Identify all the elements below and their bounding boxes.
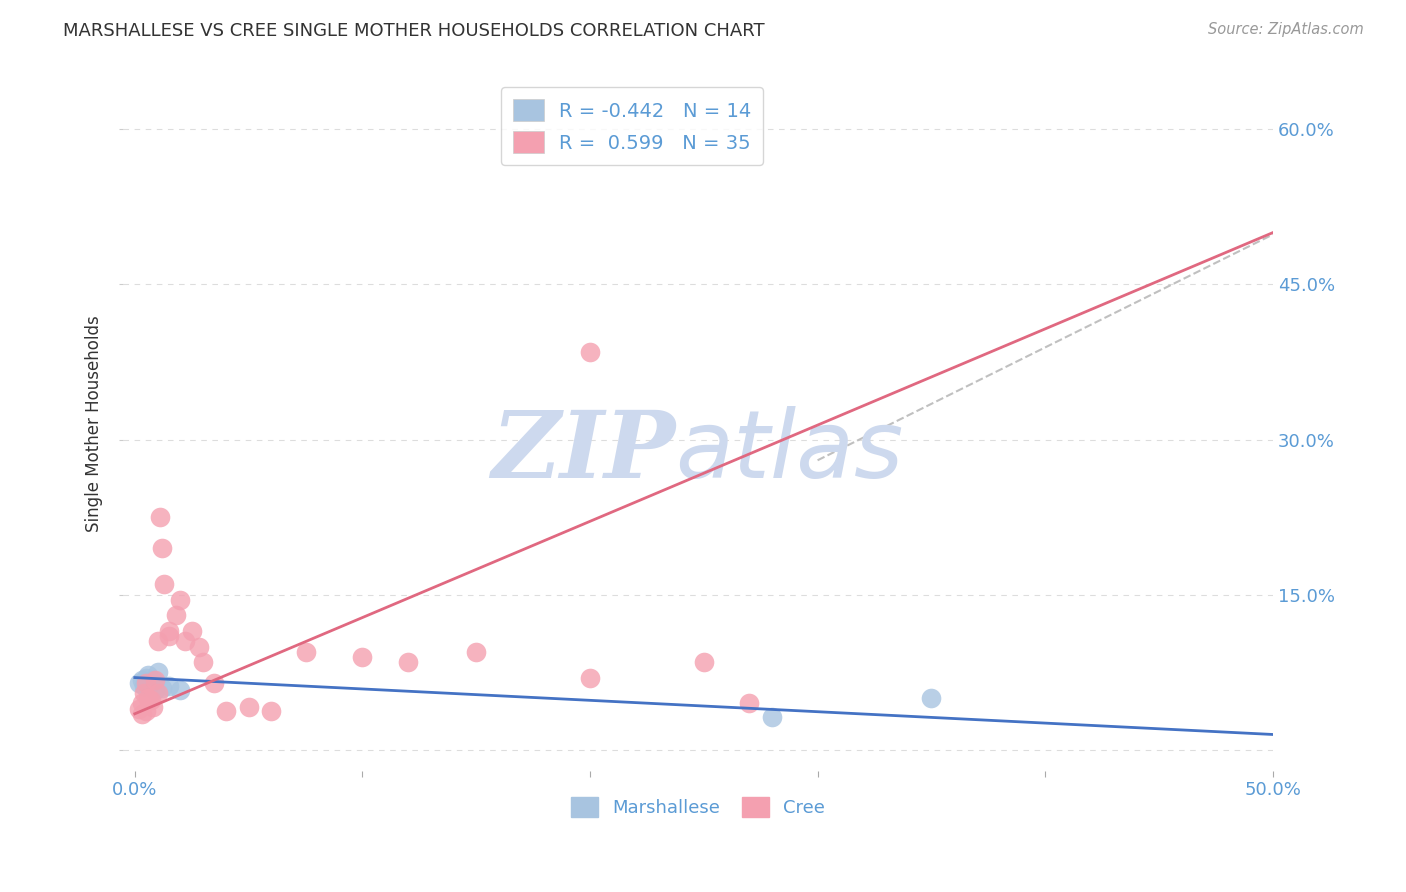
Point — [465, 645, 488, 659]
Point — [138, 691, 160, 706]
Point — [579, 344, 602, 359]
Point — [920, 691, 942, 706]
Point — [146, 665, 169, 680]
Point — [352, 649, 374, 664]
Point — [238, 699, 260, 714]
Text: MARSHALLESE VS CREE SINGLE MOTHER HOUSEHOLDS CORRELATION CHART: MARSHALLESE VS CREE SINGLE MOTHER HOUSEH… — [63, 22, 765, 40]
Point — [146, 634, 169, 648]
Point — [204, 675, 226, 690]
Point — [169, 683, 191, 698]
Point — [128, 701, 150, 715]
Point — [131, 706, 153, 721]
Legend: Marshallese, Cree: Marshallese, Cree — [564, 789, 832, 824]
Text: atlas: atlas — [675, 406, 904, 498]
Point — [135, 704, 157, 718]
Point — [191, 655, 214, 669]
Point — [135, 671, 157, 685]
Point — [150, 681, 173, 695]
Point — [139, 693, 162, 707]
Point — [143, 673, 166, 687]
Point — [153, 577, 176, 591]
Point — [128, 675, 150, 690]
Point — [169, 593, 191, 607]
Text: ZIP: ZIP — [491, 407, 675, 497]
Point — [180, 624, 202, 638]
Point — [187, 640, 209, 654]
Point — [693, 655, 716, 669]
Text: Source: ZipAtlas.com: Source: ZipAtlas.com — [1208, 22, 1364, 37]
Point — [138, 668, 160, 682]
Point — [294, 645, 316, 659]
Point — [146, 686, 169, 700]
Point — [579, 671, 602, 685]
Point — [215, 704, 238, 718]
Point — [142, 699, 165, 714]
Point — [738, 697, 761, 711]
Point — [260, 704, 283, 718]
Point — [131, 673, 153, 687]
Point — [761, 710, 783, 724]
Point — [157, 679, 180, 693]
Point — [135, 675, 157, 690]
Point — [157, 624, 180, 638]
Point — [173, 634, 195, 648]
Point — [143, 683, 166, 698]
Point — [165, 608, 187, 623]
Y-axis label: Single Mother Households: Single Mother Households — [86, 316, 103, 533]
Point — [149, 510, 172, 524]
Point — [142, 673, 165, 687]
Point — [132, 686, 155, 700]
Point — [139, 675, 162, 690]
Point — [150, 541, 173, 556]
Point — [132, 679, 155, 693]
Point — [131, 697, 153, 711]
Point — [396, 655, 419, 669]
Point — [157, 629, 180, 643]
